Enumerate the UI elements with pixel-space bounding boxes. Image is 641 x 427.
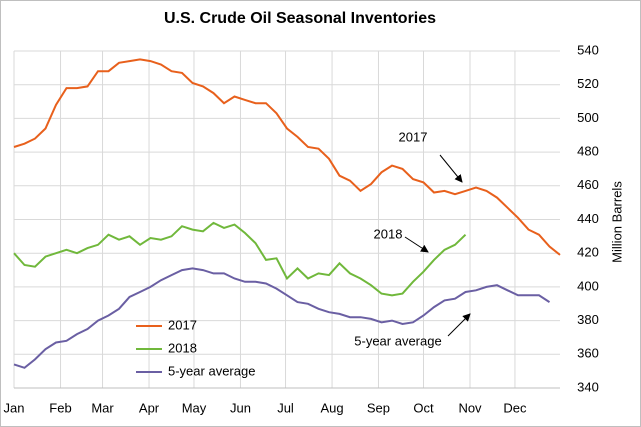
x-tick-label: Apr — [139, 400, 160, 415]
y-tick-label: 340 — [577, 379, 599, 394]
x-tick-label: Oct — [413, 400, 434, 415]
y-tick-label: 480 — [577, 144, 599, 159]
x-tick-label: May — [182, 400, 207, 415]
x-tick-label: Jul — [277, 400, 294, 415]
chart-title: U.S. Crude Oil Seasonal Inventories — [164, 10, 436, 27]
x-tick-label: Aug — [320, 400, 343, 415]
x-tick-label: Mar — [91, 400, 114, 415]
x-tick-label: Dec — [503, 400, 527, 415]
legend-label: 5-year average — [168, 363, 255, 378]
legend-label: 2017 — [168, 317, 197, 332]
series-line — [13, 58, 561, 256]
annotation-arrow — [404, 236, 429, 253]
y-tick-label: 460 — [577, 177, 599, 192]
annotation-arrow — [447, 313, 471, 337]
y-axis-label: Million Barrels — [609, 181, 624, 263]
x-tick-label: Nov — [458, 400, 482, 415]
series-line — [13, 221, 467, 297]
y-tick-label: 420 — [577, 245, 599, 260]
x-tick-label: Jan — [4, 400, 25, 415]
y-tick-label: 380 — [577, 312, 599, 327]
x-tick-label: Sep — [367, 400, 390, 415]
y-tick-label: 400 — [577, 278, 599, 293]
y-tick-label: 360 — [577, 346, 599, 361]
series-line — [13, 267, 551, 369]
annotation: 2018 — [374, 226, 403, 241]
annotation: 5-year average — [354, 333, 441, 348]
y-tick-label: 440 — [577, 211, 599, 226]
y-tick-label: 520 — [577, 76, 599, 91]
annotation-arrow — [439, 154, 463, 183]
y-tick-label: 540 — [577, 42, 599, 57]
annotation: 2017 — [399, 129, 428, 144]
x-tick-label: Feb — [49, 400, 71, 415]
legend-label: 2018 — [168, 340, 197, 355]
x-tick-label: Jun — [230, 400, 251, 415]
y-tick-label: 500 — [577, 110, 599, 125]
